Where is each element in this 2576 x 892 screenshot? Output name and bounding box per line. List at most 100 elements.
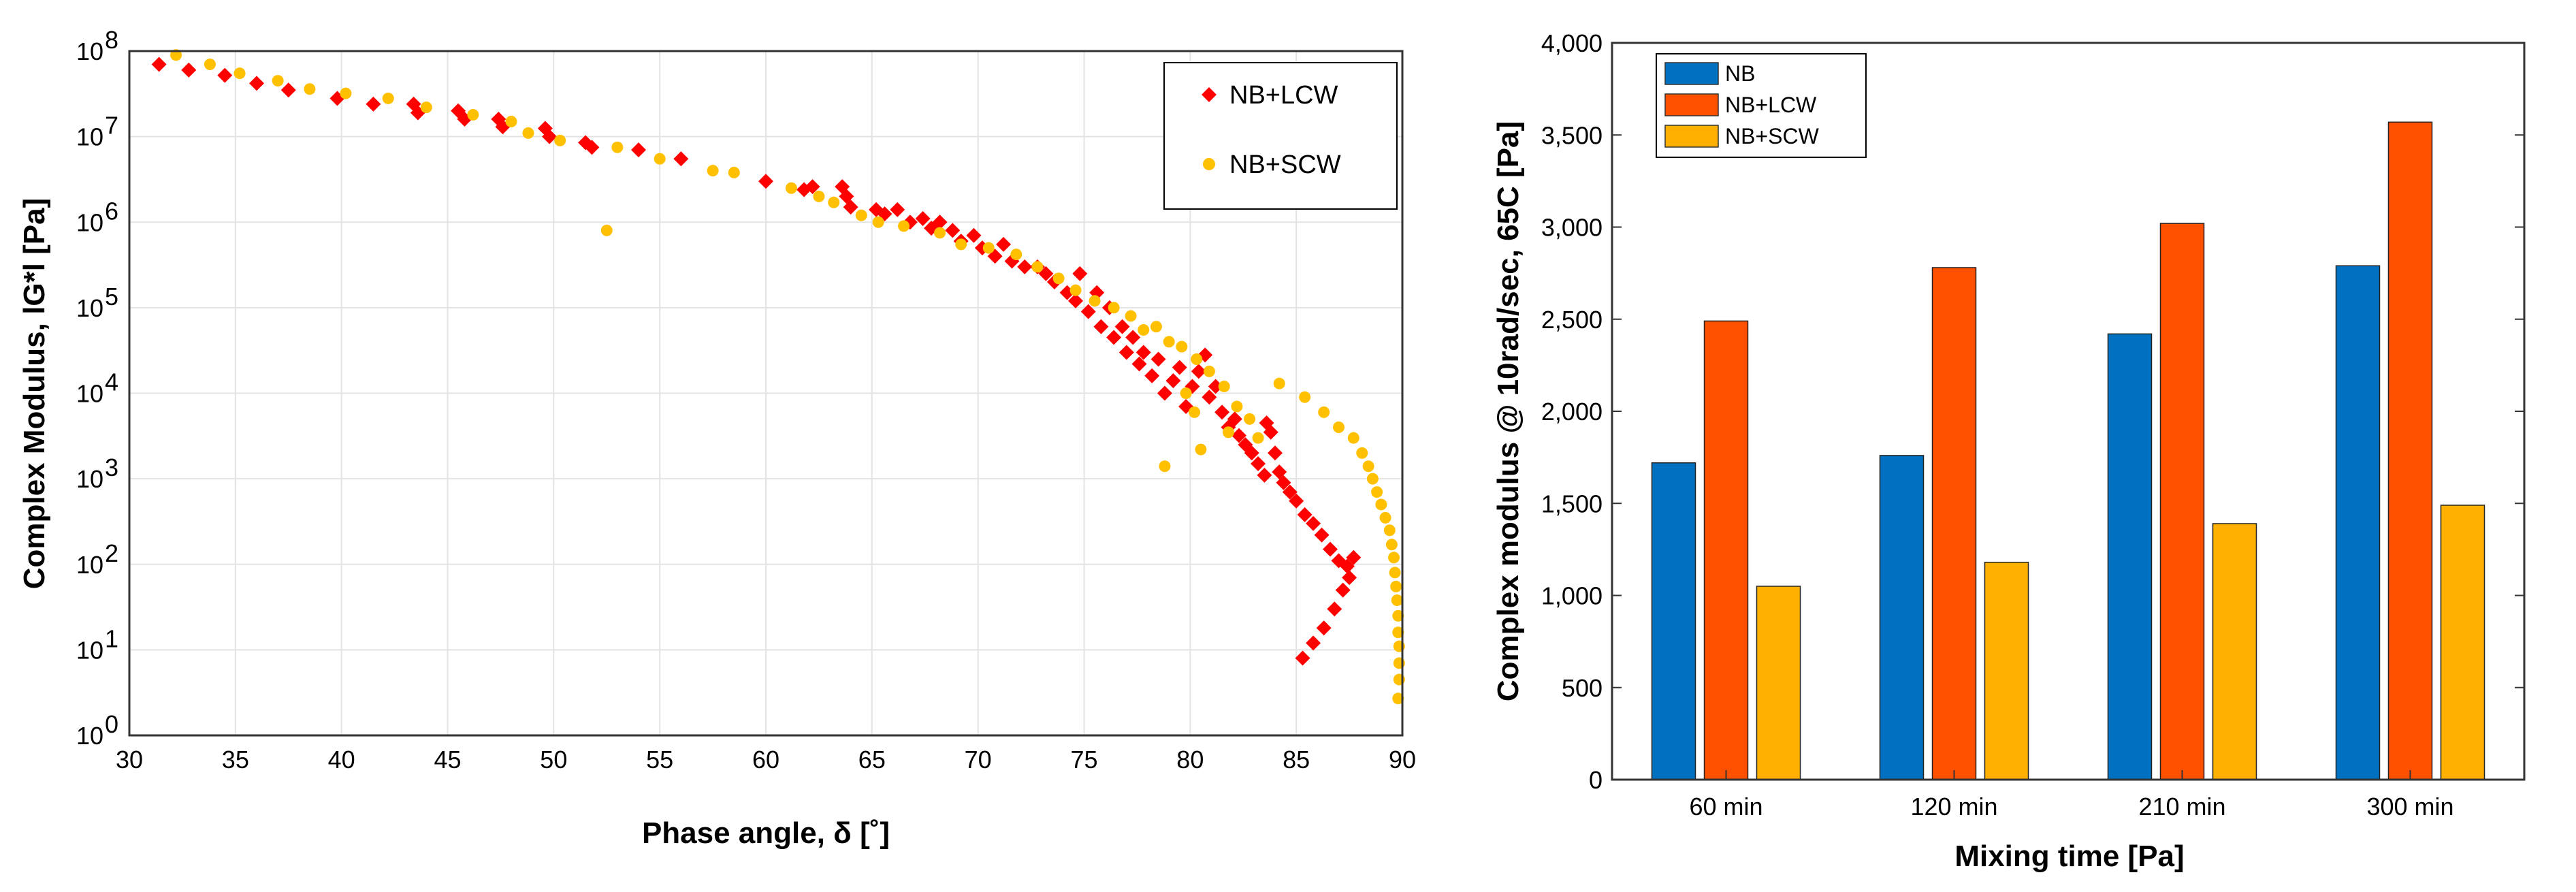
bar-series-bars	[1651, 121, 2485, 780]
scatter-y-tick-exponent: 6	[105, 197, 118, 225]
scatter-point	[1208, 379, 1223, 394]
scatter-y-tick-label: 10	[76, 294, 103, 322]
scatter-y-tick-exponent: 3	[105, 453, 118, 481]
bar-y-ticks: 0 500 1,000 1,500 2,000 2,500 3,000 3,500 4,000	[1541, 29, 2524, 794]
scatter-point	[151, 57, 167, 72]
legend-swatch-nb-lcw	[1664, 93, 1719, 116]
scatter-point	[1072, 266, 1088, 281]
scatter-point	[1159, 460, 1171, 473]
legend-label-nb-scw: NB+SCW	[1229, 150, 1341, 179]
scatter-point	[1031, 261, 1044, 273]
bar-y-tick-label: 500	[1562, 674, 1603, 702]
bar-nb-scw-300-min	[2440, 505, 2485, 780]
scatter-point	[1371, 486, 1383, 498]
scatter-point	[522, 127, 534, 139]
scatter-point	[584, 140, 600, 155]
bar-y-tick-label: 1,000	[1541, 582, 1603, 610]
scatter-point	[1244, 413, 1256, 425]
scatter-point	[1227, 411, 1242, 427]
scatter-point	[1342, 570, 1357, 586]
scatter-point	[1385, 539, 1398, 551]
scatter-point	[1176, 340, 1188, 353]
scatter-point	[1339, 558, 1355, 574]
scatter-point	[996, 236, 1012, 252]
scatter-point	[1108, 302, 1120, 314]
scatter-point	[1010, 249, 1023, 261]
scatter-chart: 30 35 40 45 50 55 60 65 70 75 80 85 90 10 010 110 210 31…	[18, 26, 1416, 850]
scatter-y-tick-label: 10	[76, 37, 103, 65]
bar-nb-300-min	[2335, 265, 2381, 780]
scatter-x-tick-label: 75	[1070, 746, 1097, 774]
scatter-y-tick-label: 10	[76, 551, 103, 579]
bar-y-tick-label: 0	[1589, 766, 1603, 794]
scatter-point	[1136, 345, 1151, 360]
bar-x-tick-label: 60 min	[1689, 793, 1762, 821]
legend-swatch-nb	[1664, 62, 1719, 85]
scatter-point	[728, 166, 740, 178]
scatter-x-tick-label: 70	[965, 746, 992, 774]
scatter-point	[673, 151, 689, 167]
bar-y-tick-label: 2,000	[1541, 398, 1603, 426]
scatter-point	[234, 67, 246, 80]
scatter-legend-box	[1163, 62, 1398, 210]
scatter-point	[505, 116, 517, 128]
scatter-point	[1333, 421, 1345, 433]
bar-nb-scw-60-min	[1756, 586, 1801, 780]
scatter-y-tick-label: 10	[76, 722, 103, 750]
bar-nb-60-min	[1651, 462, 1696, 780]
bar-x-tick-label: 120 min	[1910, 793, 1997, 821]
scatter-point	[1138, 323, 1150, 336]
scatter-y-tick-label: 10	[76, 123, 103, 151]
scatter-y-tick-label: 10	[76, 465, 103, 493]
scatter-point	[1306, 635, 1321, 651]
scatter-point	[1327, 601, 1342, 617]
scatter-point	[467, 109, 479, 121]
scatter-point	[1214, 404, 1230, 420]
scatter-x-ticks: 30 35 40 45 50 55 60 65 70 75 80 85 90	[116, 746, 1416, 774]
scatter-point	[1383, 524, 1396, 537]
scatter-x-tick-label: 90	[1389, 746, 1416, 774]
scatter-point	[1323, 541, 1338, 557]
scatter-x-tick-label: 45	[434, 746, 461, 774]
scatter-legend: NB+LCW NB+SCW	[1163, 62, 1398, 210]
scatter-point	[280, 82, 296, 98]
scatter-plot-frame	[128, 50, 1404, 737]
scatter-y-tick-exponent: 0	[105, 710, 118, 738]
scatter-point	[1165, 373, 1181, 389]
bar-x-tick-label: 300 min	[2366, 793, 2453, 821]
bar-nb-scw-120-min	[1984, 562, 2029, 780]
scatter-point	[1172, 360, 1187, 375]
scatter-x-tick-label: 30	[116, 746, 143, 774]
scatter-point	[1244, 445, 1259, 461]
scatter-point	[982, 242, 995, 254]
scatter-point	[1017, 259, 1033, 274]
scatter-point	[1093, 319, 1109, 334]
scatter-point	[1125, 310, 1137, 322]
scatter-point	[1195, 443, 1207, 456]
legend-label-bar-nb-scw: NB+SCW	[1725, 124, 1820, 148]
legend-label-nb-lcw: NB+LCW	[1229, 81, 1338, 110]
scatter-point	[1289, 493, 1304, 509]
legend-swatch-nb-scw	[1664, 125, 1719, 148]
scatter-point	[1189, 406, 1201, 418]
scatter-point	[915, 211, 931, 227]
scatter-point	[934, 227, 946, 239]
scatter-point	[785, 182, 797, 194]
scatter-point	[249, 76, 264, 91]
scatter-point	[1252, 432, 1264, 444]
scatter-point	[1191, 364, 1206, 379]
scatter-x-tick-label: 65	[858, 746, 886, 774]
scatter-point	[1144, 368, 1160, 383]
scatter-point	[1069, 284, 1082, 296]
scatter-point	[611, 141, 624, 153]
scatter-point	[1366, 473, 1379, 485]
scatter-point	[1362, 460, 1374, 473]
scatter-point	[932, 214, 948, 230]
scatter-point	[966, 227, 982, 243]
scatter-point	[631, 142, 646, 158]
bar-y-tick-label: 3,000	[1541, 214, 1603, 242]
scatter-point	[382, 92, 394, 104]
bar-nb-lcw-60-min	[1703, 320, 1749, 780]
scatter-point	[1392, 692, 1404, 705]
